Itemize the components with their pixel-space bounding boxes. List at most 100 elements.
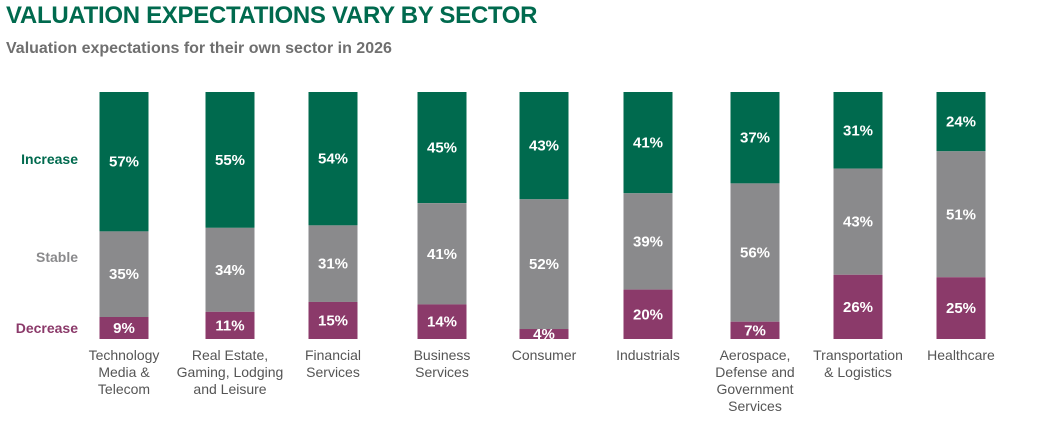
- category-labels: Technology Media & Telecom Real Estate, Gami…: [89, 347, 995, 414]
- category-label-line: & Logistics: [824, 364, 892, 380]
- category-label-line: Financial: [305, 347, 361, 363]
- category-label: Business Services: [414, 347, 471, 380]
- bar-segment-increase: [730, 92, 780, 184]
- chart-title: VALUATION EXPECTATIONS VARY BY SECTOR: [6, 2, 538, 29]
- category-label-line: Aerospace,: [720, 347, 791, 363]
- data-label-increase: 57%: [109, 154, 139, 171]
- category-label-line: Business: [414, 347, 471, 363]
- category-label-line: Services: [415, 364, 469, 380]
- data-label-increase: 24%: [946, 114, 976, 131]
- data-label-stable: 43%: [843, 214, 873, 231]
- category-label-line: Government: [716, 381, 793, 397]
- bar-segment-increase: [417, 92, 467, 204]
- bar-segment-stable: [308, 225, 358, 302]
- category-label-line: Media &: [98, 364, 150, 380]
- bar-segment-increase: [519, 92, 569, 200]
- chart-subtitle: Valuation expectations for their own sec…: [6, 40, 392, 57]
- series-label-stable: Stable: [36, 249, 78, 265]
- bar-segment-decrease: [308, 301, 358, 339]
- bar-3: 54% 31% 15%: [308, 92, 358, 339]
- category-label: Technology Media & Telecom: [89, 347, 160, 397]
- bar-8: 31% 43% 26%: [833, 92, 883, 339]
- category-label-line: Services: [306, 364, 360, 380]
- bar-7: 37% 56% 7%: [730, 92, 780, 339]
- bar-segment-stable: [833, 168, 883, 275]
- bar-segment-decrease: [99, 316, 149, 339]
- data-label-decrease: 7%: [744, 322, 766, 339]
- bar-segment-stable: [99, 231, 149, 317]
- bar-segment-increase: [308, 92, 358, 226]
- bar-segment-stable: [623, 193, 673, 290]
- data-label-increase: 41%: [633, 135, 663, 152]
- data-label-increase: 31%: [843, 122, 873, 139]
- bar-segment-increase: [936, 92, 986, 152]
- bar-segment-decrease: [936, 277, 986, 339]
- category-label: Aerospace, Defense and Government Services: [715, 347, 794, 414]
- category-label: Healthcare: [927, 347, 995, 363]
- data-label-decrease: 9%: [113, 320, 135, 337]
- data-label-decrease: 25%: [946, 300, 976, 317]
- data-label-decrease: 11%: [215, 317, 244, 334]
- category-label-line: Defense and: [715, 364, 794, 380]
- data-label-increase: 43%: [529, 138, 559, 155]
- bar-segment-stable: [519, 199, 569, 330]
- data-label-stable: 39%: [633, 233, 663, 250]
- series-label-increase: Increase: [21, 151, 78, 167]
- data-label-stable: 34%: [215, 262, 245, 279]
- data-label-increase: 37%: [740, 130, 770, 147]
- category-label: Consumer: [512, 347, 577, 363]
- data-label-stable: 35%: [109, 266, 139, 283]
- data-label-increase: 45%: [427, 140, 457, 157]
- bar-segment-increase: [99, 92, 149, 232]
- data-label-stable: 56%: [740, 245, 770, 262]
- data-label-decrease: 4%: [533, 326, 555, 343]
- bar-1: 57% 35% 9%: [99, 92, 149, 339]
- category-label: Industrials: [616, 347, 680, 363]
- bar-segment-stable: [936, 151, 986, 278]
- bar-segment-decrease: [417, 304, 467, 339]
- bar-4: 45% 41% 14%: [417, 92, 467, 339]
- data-label-decrease: 26%: [843, 299, 873, 316]
- bar-segment-stable: [205, 227, 255, 312]
- bar-segment-stable: [417, 203, 467, 305]
- category-label-line: Real Estate,: [192, 347, 268, 363]
- series-row-labels: Increase Stable Decrease: [16, 151, 78, 336]
- data-label-stable: 51%: [946, 206, 976, 223]
- series-label-decrease: Decrease: [16, 320, 78, 336]
- category-label-line: Technology: [89, 347, 160, 363]
- data-label-stable: 41%: [427, 246, 457, 263]
- bar-2: 55% 34% 11%: [205, 92, 255, 339]
- category-label: Transportation & Logistics: [813, 347, 903, 380]
- category-label: Real Estate, Gaming, Lodging and Leisure: [177, 347, 284, 397]
- category-label-line: Industrials: [616, 347, 680, 363]
- category-label-line: Telecom: [98, 381, 150, 397]
- bar-segment-decrease: [205, 311, 255, 339]
- data-label-increase: 54%: [318, 151, 348, 168]
- data-label-decrease: 15%: [318, 312, 348, 329]
- bar-segment-increase: [205, 92, 255, 228]
- category-label-line: Services: [728, 398, 782, 414]
- category-label-line: and Leisure: [193, 381, 266, 397]
- bar-6: 41% 39% 20%: [623, 92, 673, 339]
- data-label-decrease: 20%: [633, 306, 663, 323]
- category-label: Financial Services: [305, 347, 361, 380]
- bar-segment-decrease: [519, 329, 569, 339]
- data-label-stable: 31%: [318, 256, 348, 273]
- bar-segment-increase: [623, 92, 673, 194]
- bar-segment-stable: [730, 183, 780, 322]
- data-label-decrease: 14%: [427, 314, 457, 331]
- bar-segment-decrease: [623, 289, 673, 339]
- data-label-stable: 52%: [529, 256, 559, 273]
- bar-segment-decrease: [833, 274, 883, 339]
- bar-9: 24% 51% 25%: [936, 92, 986, 339]
- category-label-line: Consumer: [512, 347, 577, 363]
- category-label-line: Transportation: [813, 347, 903, 363]
- bar-5: 43% 52% 4%: [519, 92, 569, 343]
- data-label-increase: 55%: [215, 152, 245, 169]
- category-label-line: Gaming, Lodging: [177, 364, 284, 380]
- bar-group: 57% 35% 9% 55% 34% 11% 54% 31% 15% 45% 41% 14% 43% 52…: [99, 92, 986, 343]
- category-label-line: Healthcare: [927, 347, 995, 363]
- bar-segment-decrease: [730, 321, 780, 339]
- bar-segment-increase: [833, 92, 883, 169]
